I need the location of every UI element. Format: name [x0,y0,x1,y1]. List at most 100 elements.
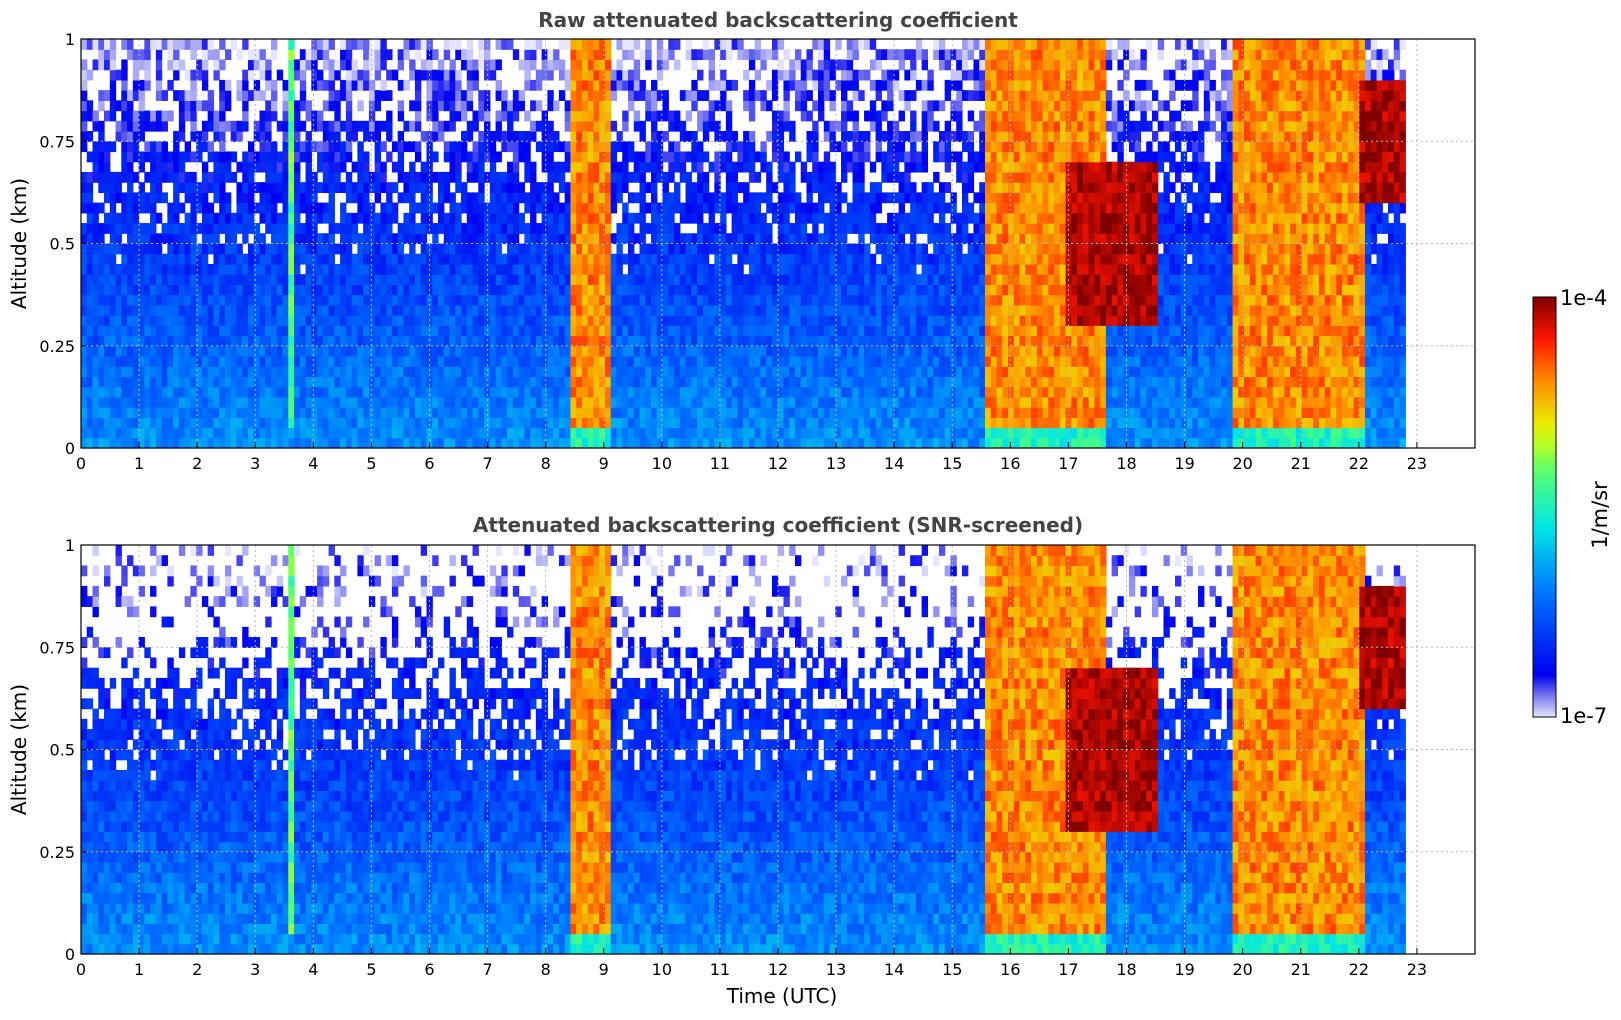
heatmap-cell [829,59,836,71]
heatmap-cell [437,304,445,316]
heatmap-cell [437,315,445,326]
heatmap-cell [760,294,767,306]
heatmap-cell [507,223,514,234]
heatmap-cell [484,355,491,367]
heatmap-cell [455,396,462,408]
heatmap-cell [915,151,923,163]
heatmap-cell [294,274,301,285]
heatmap-cell [858,304,865,316]
heatmap-cell [92,212,99,224]
heatmap-cell [150,182,157,193]
heatmap-cell [610,141,618,153]
heatmap-cell [196,315,203,326]
heatmap-cell [328,69,335,81]
heatmap-cell [115,366,122,378]
heatmap-cell [178,151,186,163]
heatmap-cell [455,355,462,367]
heatmap-cell [581,120,589,132]
heatmap-cell [368,437,376,449]
heatmap-cell [386,131,393,142]
heatmap-cell [219,243,226,255]
heatmap-cell [823,315,831,326]
heatmap-cell [754,49,762,61]
heatmap-cell [294,345,301,357]
heatmap-cell [420,223,428,234]
heatmap-cell [518,437,525,449]
heatmap-cell [443,253,451,265]
heatmap-cell [104,223,111,234]
heatmap-cell [92,253,99,265]
heatmap-cell [564,325,572,337]
heatmap-cell [731,315,738,326]
heatmap-cell [224,284,232,296]
heatmap-cell [708,407,715,418]
heatmap-cell [812,161,819,173]
heatmap-cell [581,263,589,275]
heatmap-cell [414,315,422,326]
heatmap-cell [173,59,180,71]
heatmap-cell [368,202,376,214]
heatmap-cell [639,223,646,234]
heatmap-cell [610,263,618,275]
heatmap-cell [437,417,445,429]
heatmap-cell [616,141,623,153]
heatmap-cell [530,427,537,439]
heatmap-cell [276,315,284,326]
heatmap-cell [282,151,289,163]
heatmap-cell [472,202,479,214]
heatmap-cell [708,161,715,173]
heatmap-cell [829,182,836,193]
heatmap-cell [771,69,779,81]
heatmap-cell [668,294,675,306]
heatmap-cell [818,263,825,275]
heatmap-cell [414,355,422,367]
heatmap-cell [674,223,681,234]
heatmap-cell [403,345,410,357]
heatmap-cell [697,233,704,245]
heatmap-cell [311,79,318,91]
heatmap-cell [132,427,140,439]
heatmap-cell [616,315,623,326]
heatmap-cell [414,253,422,265]
heatmap-cell [98,437,105,449]
heatmap-cell [489,223,497,234]
heatmap-cell [564,335,572,347]
heatmap-cell [898,182,905,193]
heatmap-cell [288,284,295,296]
heatmap-cell [432,243,439,255]
heatmap-cell [322,325,330,337]
heatmap-cell [340,386,347,398]
heatmap-cell [224,274,232,285]
heatmap-cell [265,171,272,183]
heatmap-cell [288,376,295,388]
heatmap-cell [760,274,767,285]
heatmap-cell [777,151,785,163]
heatmap-cell [236,345,243,357]
heatmap-cell [541,243,548,255]
heatmap-cell [328,263,335,275]
heatmap-cell [340,355,347,367]
heatmap-cell [691,376,698,388]
panel-title: Raw attenuated backscattering coefficien… [538,8,1018,32]
heatmap-cell [224,79,232,91]
heatmap-cell [731,284,738,296]
heatmap-cell [81,335,88,347]
heatmap-cell [317,49,324,61]
heatmap-cell [81,263,88,275]
heatmap-cell [512,90,520,101]
heatmap-cell [518,100,525,112]
heatmap-cell [604,161,612,173]
heatmap-cell [869,427,877,439]
heatmap-cell [812,243,819,255]
heatmap-cell [806,355,813,367]
heatmap-cell [806,151,813,163]
heatmap-cell [420,315,428,326]
heatmap-cell [265,427,272,439]
heatmap-cell [720,386,727,398]
heatmap-cell [386,202,393,214]
heatmap-cell [524,366,531,378]
heatmap-cell [265,100,272,112]
heatmap-cell [731,274,738,285]
heatmap-cell [397,396,405,408]
heatmap-cell [610,355,618,367]
